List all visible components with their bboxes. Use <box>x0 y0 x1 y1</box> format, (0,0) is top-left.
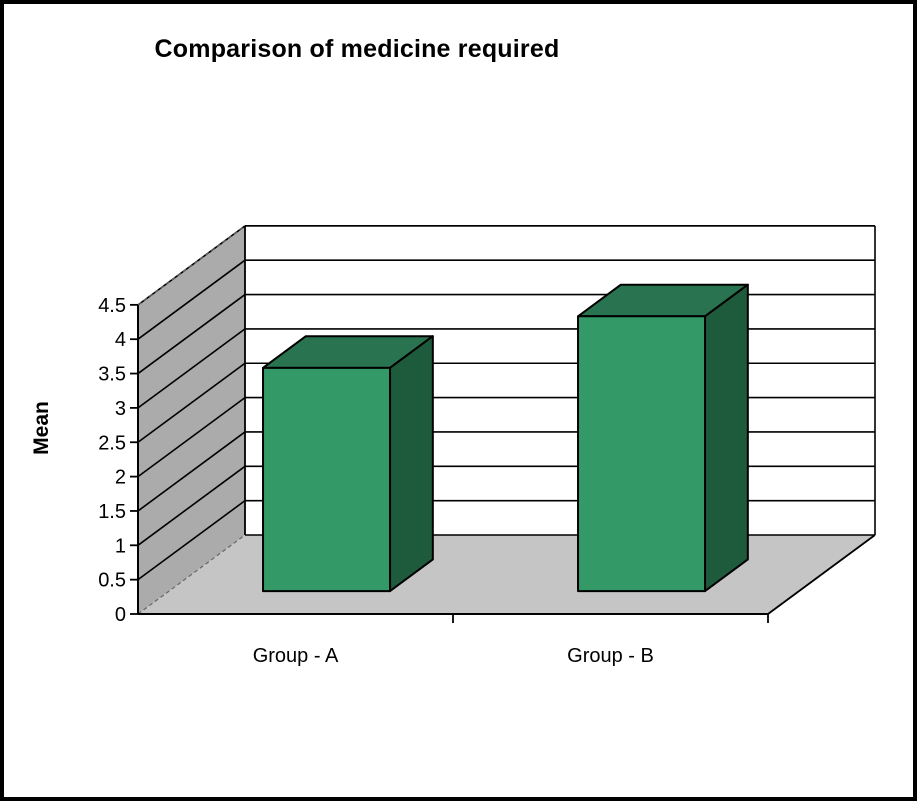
bar-side-face <box>704 283 749 593</box>
gridline-side <box>137 259 246 340</box>
gridline-side <box>137 293 246 375</box>
gridline-side <box>137 500 246 581</box>
chart-floor <box>138 535 875 614</box>
y-tick-label: 0 <box>115 604 126 626</box>
bar-front-face <box>262 366 392 593</box>
side-wall <box>138 225 245 614</box>
chart-title: Comparison of medicine required <box>154 35 560 63</box>
floor-right-edge <box>767 534 876 615</box>
y-tick-label: 2.5 <box>98 432 126 454</box>
category-label: Group - B <box>567 645 654 667</box>
category-label: Group - A <box>253 645 339 667</box>
side-wall-top-edge <box>137 225 246 306</box>
y-tick-label: 4 <box>115 329 126 351</box>
y-tick-label: 1.5 <box>98 501 126 523</box>
y-tick-label: 0.5 <box>98 570 126 592</box>
y-tick-label: 3.5 <box>98 364 126 386</box>
y-axis-title: Mean <box>30 401 53 455</box>
bar-front-face <box>577 315 707 593</box>
gridline-side <box>137 465 246 546</box>
gridline-side <box>137 431 246 512</box>
y-tick-label: 2 <box>115 467 126 489</box>
gridline-side <box>137 396 246 478</box>
gridline-side <box>137 328 246 409</box>
y-tick-label: 1 <box>115 535 126 557</box>
y-tick-label: 3 <box>115 398 126 420</box>
gridline-side <box>137 362 246 443</box>
y-tick-label: 4.5 <box>98 295 126 317</box>
bar-side-face <box>389 335 434 593</box>
floor-left-edge <box>137 534 246 615</box>
